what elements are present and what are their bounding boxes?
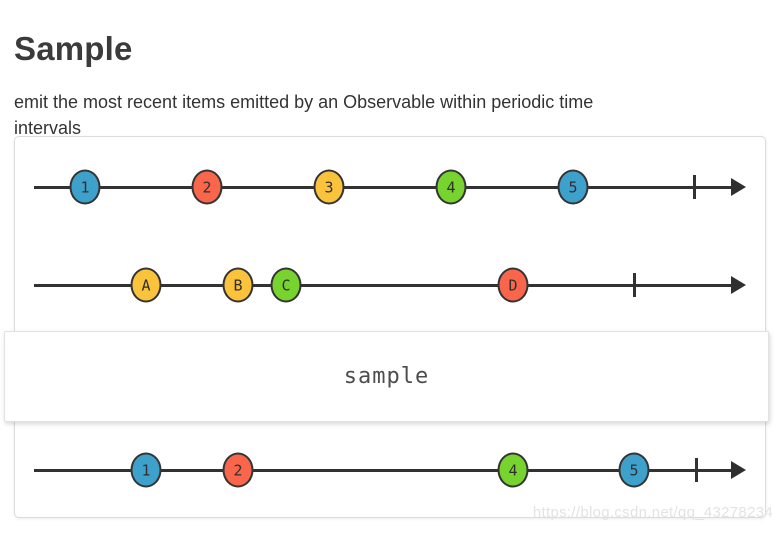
- completion-tick[interactable]: [632, 273, 636, 297]
- operator-description: emit the most recent items emitted by an…: [14, 92, 594, 138]
- watermark-url: https://blog.csdn.net/qq_43278234: [532, 504, 773, 521]
- timeline-axis: [34, 468, 734, 472]
- marble-notifier-observable-A[interactable]: A: [130, 267, 162, 303]
- operator-box: sample: [4, 331, 769, 422]
- marble-output-observable-5: 5: [618, 452, 650, 488]
- timeline-axis: [34, 283, 734, 287]
- marble-source-observable-5[interactable]: 5: [557, 169, 589, 205]
- marble-output-observable-1: 1: [130, 452, 162, 488]
- arrowhead-icon: [731, 276, 746, 294]
- arrowhead-icon: [731, 178, 746, 196]
- arrowhead-icon: [731, 461, 746, 479]
- completion-tick[interactable]: [692, 175, 696, 199]
- marble-source-observable-2[interactable]: 2: [191, 169, 223, 205]
- marble-notifier-observable-B[interactable]: B: [222, 267, 254, 303]
- marble-notifier-observable-C[interactable]: C: [270, 267, 302, 303]
- marble-notifier-observable-D[interactable]: D: [497, 267, 529, 303]
- operator-label: sample: [343, 364, 430, 389]
- page-title: Sample: [14, 30, 133, 68]
- marble-output-observable-4: 4: [497, 452, 529, 488]
- marble-source-observable-3[interactable]: 3: [313, 169, 345, 205]
- completion-tick: [694, 458, 698, 482]
- timeline-axis: [34, 185, 734, 189]
- marble-source-observable-4[interactable]: 4: [435, 169, 467, 205]
- marble-output-observable-2: 2: [222, 452, 254, 488]
- marble-source-observable-1[interactable]: 1: [69, 169, 101, 205]
